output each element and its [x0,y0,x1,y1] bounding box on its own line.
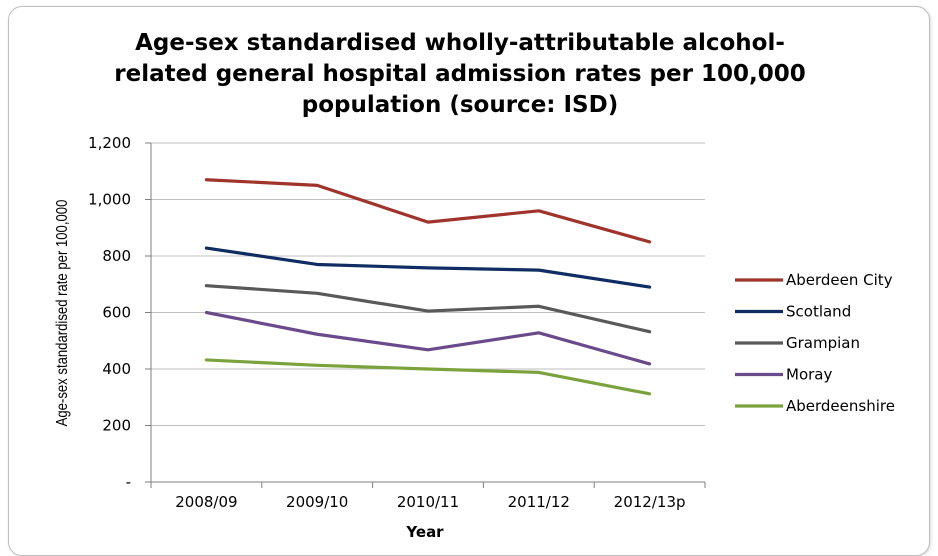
x-tick-label: 2011/12 [508,493,570,511]
series-line-aberdeen-city [204,178,652,244]
chart-title-line-3: population (source: ISD) [301,92,619,118]
x-tick-label: 2012/13p [614,493,686,511]
series-line-grampian [204,284,652,334]
series-line-moray [204,310,652,366]
series-lines [204,178,652,396]
x-tick-label: 2008/09 [175,493,237,511]
y-tick-label: 800 [102,247,131,265]
y-tick-label: 1,000 [88,191,131,209]
y-tick-labels: - 200 400 600 800 1,000 1,200 [88,134,131,491]
series-line-scotland [204,246,652,289]
series-line-aberdeenshire [204,358,652,396]
legend-label: Moray [786,366,832,384]
x-tick-labels: 2008/09 2009/10 2010/11 2011/12 2012/13p [175,493,685,511]
chart-title-line-2: related general hospital admission rates… [114,61,806,87]
legend-label: Aberdeenshire [786,397,895,415]
y-tick-label: 400 [102,360,131,378]
y-tick-label: 200 [102,417,131,435]
y-tick-label: - [126,473,131,491]
x-tick-label: 2009/10 [286,493,348,511]
y-tick-label: 1,200 [88,134,131,152]
legend-label: Scotland [786,303,851,321]
legend-label: Aberdeen City [786,271,893,289]
x-axis-title: Year [405,523,444,541]
axes [150,143,706,488]
legend: Aberdeen City Scotland Grampian Moray Aberde… [735,271,895,415]
legend-label: Grampian [786,334,860,352]
gridlines [145,142,705,483]
x-tick-label: 2010/11 [397,493,459,511]
y-axis-title: Age-sex standardised rate per 100,000 [54,200,71,427]
chart-title-line-1: Age-sex standardised wholly-attributable… [135,30,785,56]
y-tick-label: 600 [102,304,131,322]
chart-title: Age-sex standardised wholly-attributable… [80,28,840,121]
